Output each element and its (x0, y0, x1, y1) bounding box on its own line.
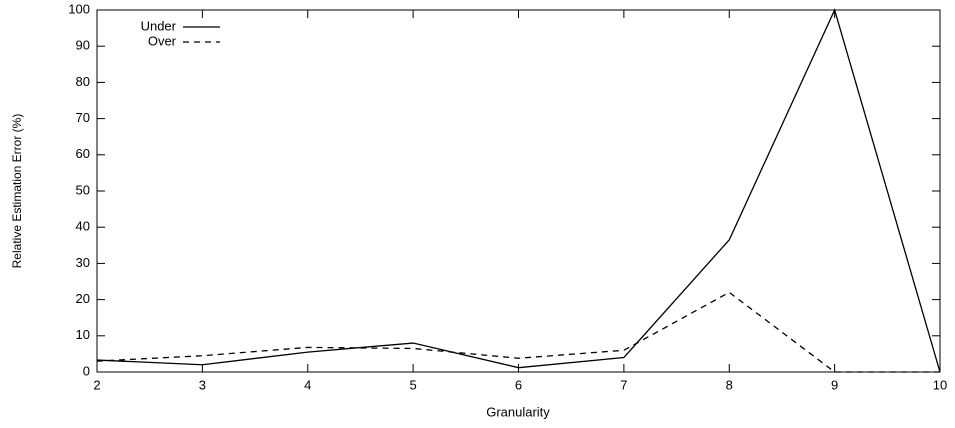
x-tick-label: 10 (933, 377, 947, 392)
y-tick-label: 30 (76, 255, 90, 270)
x-tick-label: 4 (304, 377, 311, 392)
x-tick-label: 2 (93, 377, 100, 392)
y-tick-label: 0 (83, 363, 90, 378)
y-axis-label: Relative Estimation Error (%) (10, 114, 24, 269)
x-tick-label: 5 (410, 377, 417, 392)
x-axis-label: Granularity (486, 404, 550, 419)
x-tick-label: 6 (515, 377, 522, 392)
y-tick-label: 10 (76, 327, 90, 342)
plot-frame (96, 9, 941, 373)
y-tick-label: 50 (76, 182, 90, 197)
x-tick-label: 8 (726, 377, 733, 392)
y-tick-label: 70 (76, 110, 90, 125)
x-tick-label: 9 (831, 377, 838, 392)
y-tick-label: 60 (76, 146, 90, 161)
y-tick-label: 100 (68, 1, 90, 16)
legend-label: Over (148, 33, 177, 48)
series-line (96, 8, 941, 373)
y-tick-label: 80 (76, 74, 90, 89)
y-tick-label: 20 (76, 291, 90, 306)
series-line (96, 291, 940, 373)
y-tick-label: 90 (76, 38, 90, 53)
legend-label: Under (141, 18, 177, 33)
y-tick-label: 40 (76, 219, 90, 234)
x-tick-label: 3 (199, 377, 206, 392)
x-tick-label: 7 (620, 377, 627, 392)
